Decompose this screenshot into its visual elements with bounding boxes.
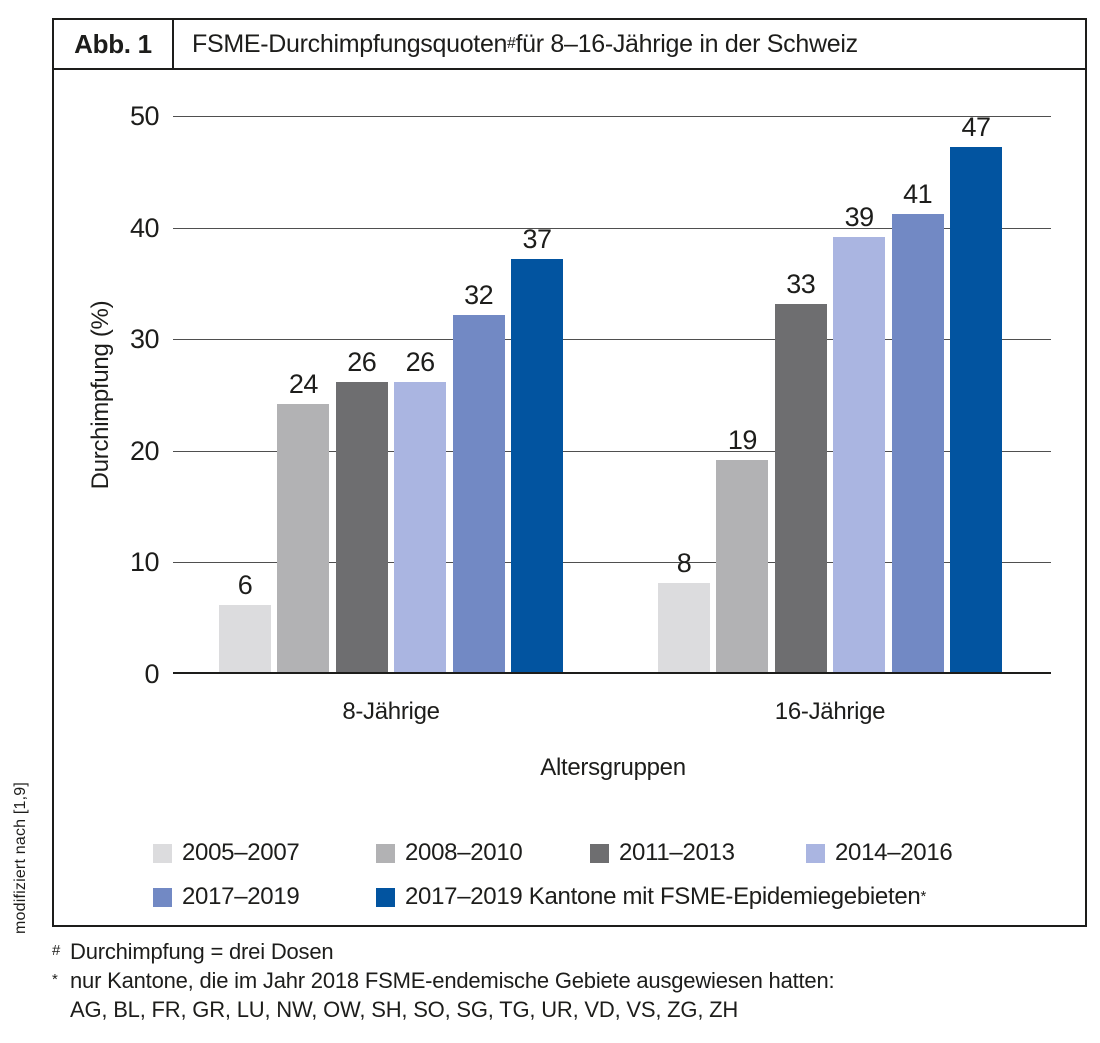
footnote-marker: # (52, 942, 61, 959)
footnote-line-3: AG, BL, FR, GR, LU, NW, OW, SH, SO, SG, … (52, 995, 834, 1024)
source-note: modifiziert nach [1,9] (12, 781, 29, 934)
figure-title-bar: Abb. 1 FSME-Durchimpfungsquoten # für 8–1… (54, 20, 1085, 70)
figure-title-text: FSME-Durchimpfungsquoten (192, 29, 508, 58)
legend-label: 2008–2010 (405, 839, 523, 866)
legend-swatch (376, 887, 395, 907)
x-category-label-16: 16-Jährige (774, 698, 886, 725)
bar-value-label: 39 (844, 201, 875, 232)
bar-value-label: 6 (237, 570, 253, 601)
bar-2005–2007-8-Jährige (219, 605, 271, 672)
figure-title-rest: für 8–16-Jährige in der Schweiz (515, 29, 859, 58)
bar-2005–2007-16-Jährige (658, 582, 710, 672)
gridline-40 (173, 227, 1051, 229)
footnote-marker (52, 994, 70, 1023)
legend-item-2014–2016: 2014–2016 (806, 838, 953, 868)
y-tick-label-20: 20 (129, 435, 160, 466)
gridline-20 (173, 450, 1051, 452)
legend-item-2017–2019 Kantone mit FSME-Epidemiegebieten: 2017–2019 Kantone mit FSME-Epidemiegebie… (376, 882, 926, 912)
legend-label-superscript: * (920, 889, 926, 905)
gridline-10 (173, 562, 1051, 564)
legend-item-2005–2007: 2005–2007 (153, 838, 300, 868)
bar-2017–2019-8-Jährige (452, 314, 505, 672)
legend-label: 2011–2013 (619, 839, 735, 866)
y-axis-title: Durchimpfung (%) (87, 300, 114, 490)
chart-region: Durchimpfung (%) 6 24 26 26 32 37 8 19 33 39 41 47 … (54, 70, 1085, 923)
footnote-line-2: * nur Kantone, die im Jahr 2018 FSME-ende… (52, 966, 835, 995)
figure-title: FSME-Durchimpfungsquoten # für 8–16-Jähri… (174, 20, 1085, 68)
y-tick-label-40: 40 (129, 212, 160, 243)
gridline-30 (173, 339, 1051, 341)
bar-value-label: 41 (903, 179, 933, 210)
legend-label: 2014–2016 (835, 839, 953, 866)
legend-item-2008–2010: 2008–2010 (376, 838, 523, 868)
bar-value-label: 8 (676, 547, 692, 578)
figure-title-superscript: # (507, 35, 516, 52)
footnote-text: nur Kantone, die im Jahr 2018 FSME-endem… (70, 968, 835, 993)
x-axis-title: Altersgruppen (540, 754, 686, 781)
legend-swatch (806, 843, 825, 863)
footnotes: # Durchimpfung = drei Dosen * nur Kantone, … (52, 937, 835, 1024)
bar-2017–2019 Kantone mit FSME-Epidemiegebieten-8-Jährige (511, 259, 563, 672)
bar-value-label: 26 (347, 346, 377, 377)
bar-2014–2016-16-Jährige (833, 236, 886, 672)
bar-2017–2019 Kantone mit FSME-Epidemiegebieten-16-Jährige (950, 147, 1002, 672)
legend-swatch (590, 843, 609, 863)
bar-value-label: 24 (288, 369, 319, 400)
bar-value-label: 26 (405, 346, 436, 377)
x-category-label-8: 8-Jährige (342, 698, 440, 725)
figure-number: Abb. 1 (54, 20, 174, 68)
bar-2008–2010-16-Jährige (716, 459, 769, 672)
bar-value-label: 37 (522, 224, 552, 255)
legend-item-2011–2013: 2011–2013 (590, 838, 735, 868)
legend-swatch (153, 887, 172, 907)
y-tick-label-0: 0 (144, 659, 159, 689)
footnote-text: Durchimpfung = drei Dosen (70, 939, 334, 964)
footnote-marker: * (52, 971, 58, 988)
plot-area: 6 24 26 26 32 37 8 19 33 39 41 47 (173, 112, 1051, 674)
legend-swatch (376, 843, 395, 863)
footnote-line-1: # Durchimpfung = drei Dosen (52, 937, 834, 966)
gridline-50 (173, 116, 1051, 117)
legend-label: 2017–2019 Kantone mit FSME-Epidemiegebie… (405, 883, 921, 910)
footnote-text: AG, BL, FR, GR, LU, NW, OW, SH, SO, SG, … (70, 997, 739, 1022)
y-tick-label-50: 50 (129, 101, 160, 131)
y-tick-label-30: 30 (129, 324, 160, 355)
y-tick-label-10: 10 (129, 547, 160, 578)
bar-value-label: 33 (786, 268, 816, 299)
bar-2011–2013-16-Jährige (774, 303, 827, 672)
legend-item-2017–2019: 2017–2019 (153, 882, 300, 912)
bar-value-label: 19 (727, 424, 758, 455)
bar-2011–2013-8-Jährige (335, 381, 388, 672)
figure-box: Abb. 1 FSME-Durchimpfungsquoten # für 8–1… (52, 18, 1087, 927)
bar-value-label: 47 (961, 112, 991, 143)
bar-2017–2019-16-Jährige (891, 214, 944, 672)
bar-value-label: 32 (464, 279, 494, 310)
legend-swatch (153, 843, 172, 863)
bar-2014–2016-8-Jährige (394, 381, 447, 672)
bar-2008–2010-8-Jährige (277, 404, 330, 672)
legend-label: 2017–2019 (182, 883, 300, 910)
legend-label: 2005–2007 (182, 839, 300, 866)
